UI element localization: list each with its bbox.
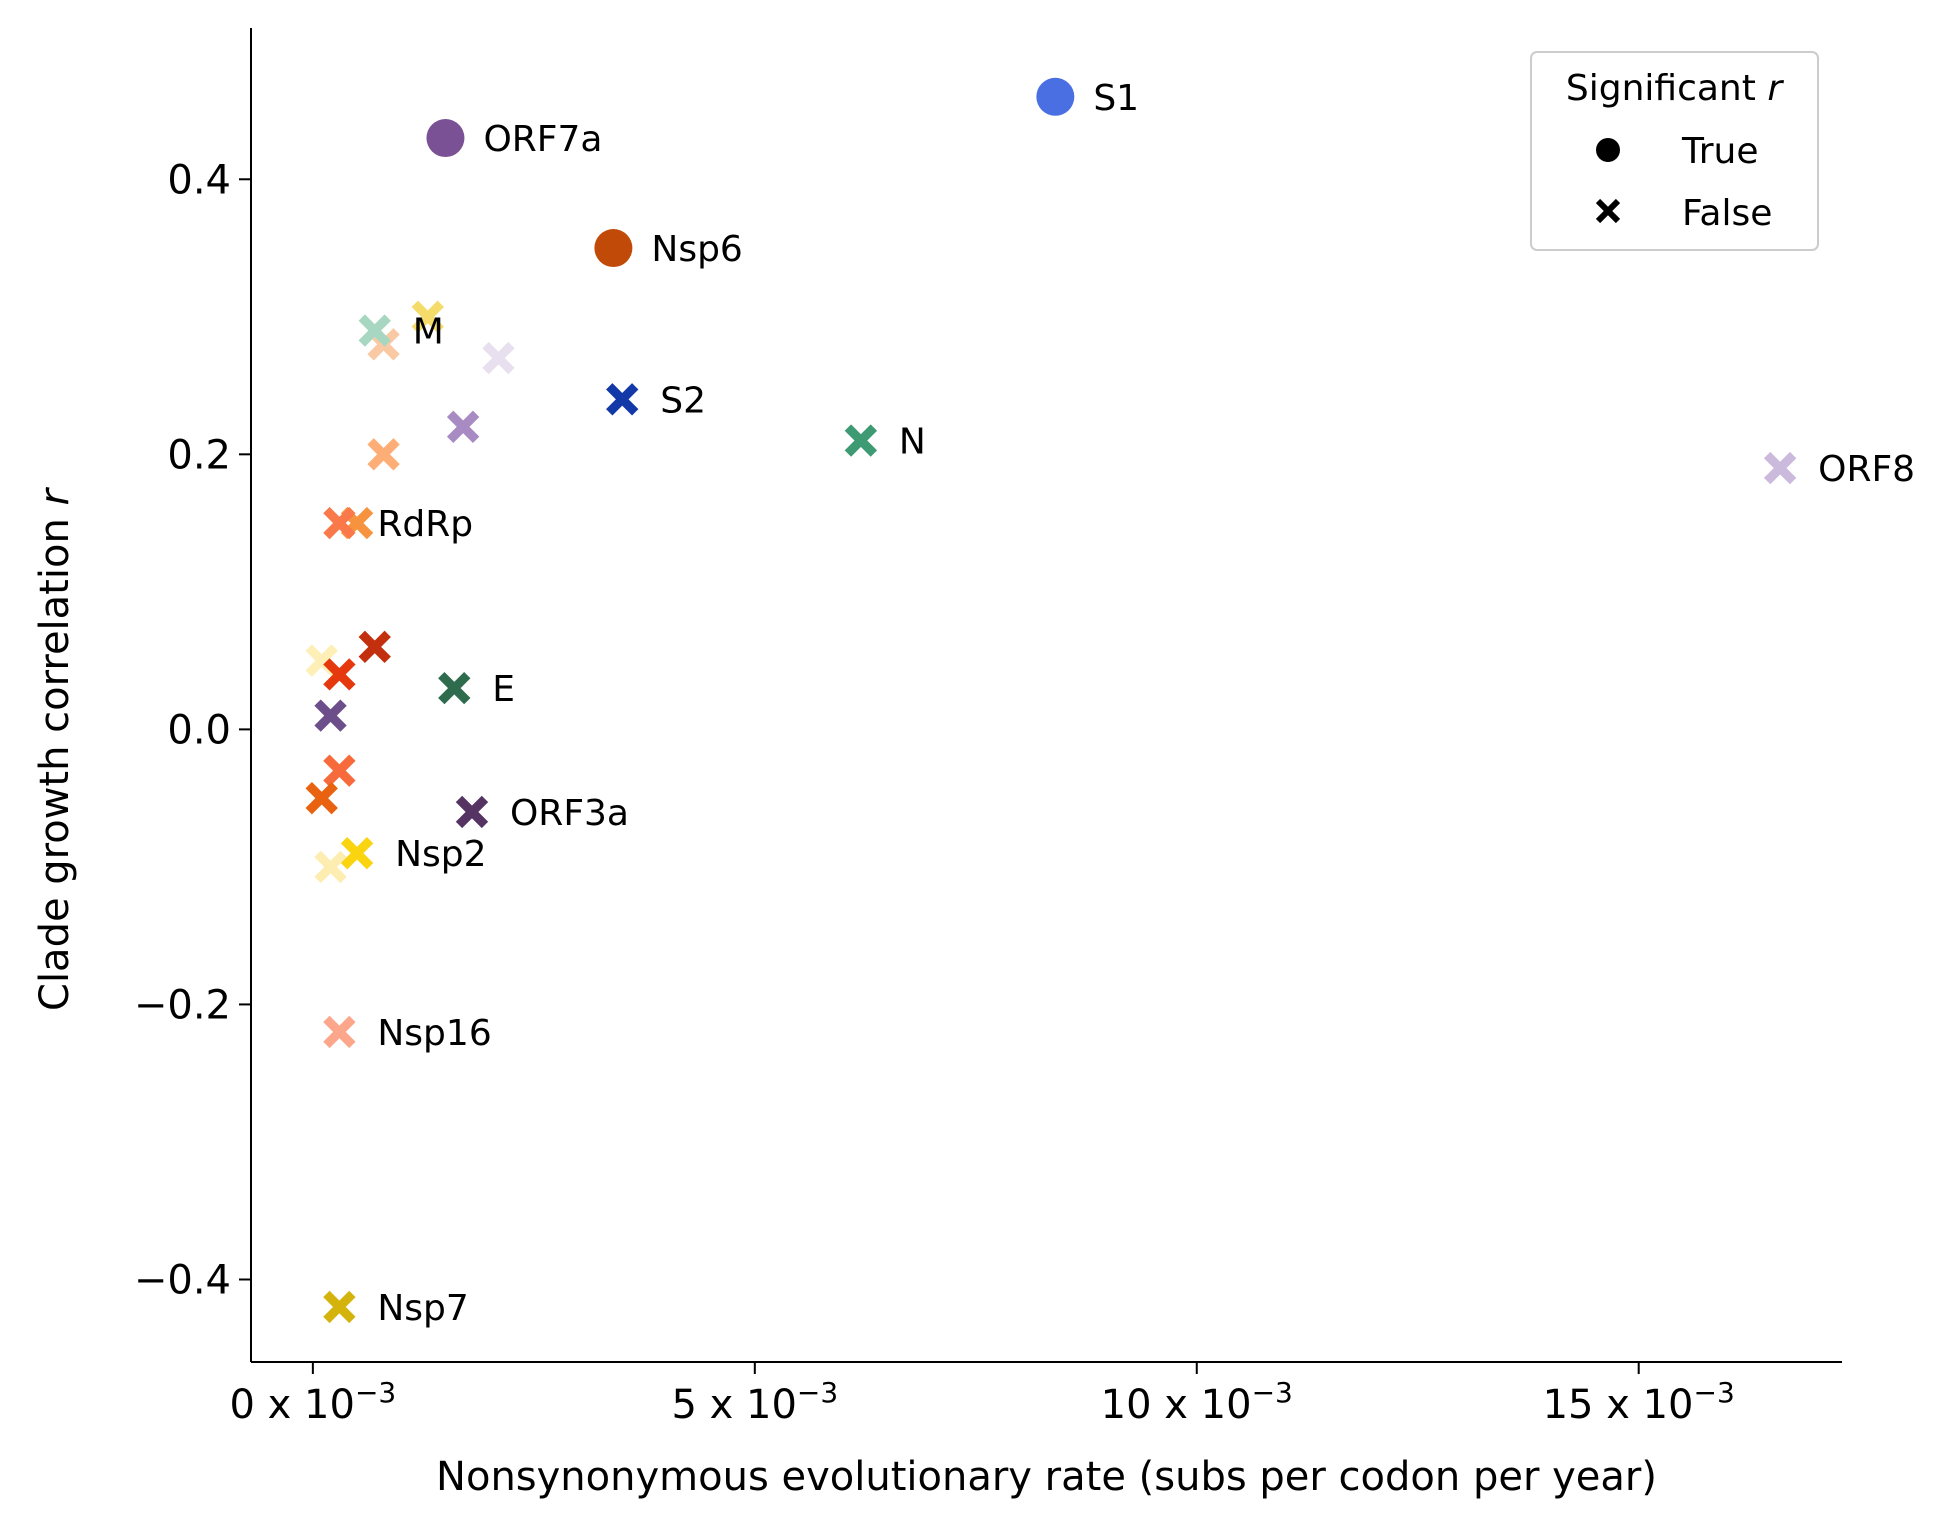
y-ticks: 0.4 0.2 0.0 −0.2 −0.4 <box>134 157 251 1303</box>
x-tick-label: 0 x 10−3 <box>230 1376 397 1428</box>
y-tick-label: 0.2 <box>167 432 231 478</box>
y-axis-title-italic: r <box>32 486 78 505</box>
point-label: S2 <box>660 380 706 421</box>
legend-title-italic: r <box>1767 68 1784 109</box>
data-point-circle <box>1036 77 1075 116</box>
x-tick-label-base: 10 x 10 <box>1101 1382 1252 1428</box>
x-tick-label-base: 15 x 10 <box>1543 1382 1694 1428</box>
data-point-circle <box>594 229 633 268</box>
legend-entry-true: True <box>1681 131 1758 172</box>
legend-circle-marker <box>1596 138 1620 162</box>
legend: Significant r True False <box>1530 51 1819 251</box>
legend-frame <box>1530 51 1819 251</box>
point-label: Nsp16 <box>377 1013 491 1054</box>
point-labels: S1 ORF7a Nsp6 M S2 N ORF8 RdRp E ORF3a Nsp2 Nsp16 Ns… <box>377 78 1915 1329</box>
data-point-x <box>305 781 338 815</box>
point-label: ORF8 <box>1818 449 1915 490</box>
x-axis-title: Nonsynonymous evolutionary rate (subs pe… <box>436 1454 1657 1500</box>
legend-title: Significant r <box>1566 68 1784 109</box>
y-tick-label: 0.0 <box>167 707 231 753</box>
y-tick-label: 0.4 <box>167 157 231 203</box>
x-tick-label: 10 x 10−3 <box>1101 1376 1293 1428</box>
x-tick-label-exponent: −3 <box>355 1376 396 1409</box>
point-label: S1 <box>1093 78 1139 119</box>
x-tick-label: 15 x 10−3 <box>1543 1376 1735 1428</box>
data-point-x <box>323 658 356 691</box>
x-ticks: 0 x 10−3 5 x 10−3 10 x 10−3 15 x 10−3 <box>230 1362 1735 1428</box>
point-label: M <box>413 312 444 353</box>
data-point-x <box>323 506 356 540</box>
data-point-x <box>606 383 639 416</box>
x-tick-label: 5 x 10−3 <box>671 1376 838 1428</box>
data-point-x <box>844 424 878 457</box>
data-point-x <box>323 754 356 787</box>
data-point-x <box>367 438 400 471</box>
point-label: Nsp7 <box>377 1288 468 1329</box>
data-point-x <box>314 699 347 732</box>
data-point-x <box>358 630 391 664</box>
point-label: RdRp <box>377 504 473 545</box>
data-point-x <box>446 410 480 444</box>
data-point-x <box>323 1290 356 1324</box>
x-tick-label-base: 5 x 10 <box>671 1382 796 1428</box>
data-point-x <box>438 671 471 705</box>
data-point-x <box>455 795 489 829</box>
data-point-x <box>340 836 374 870</box>
point-label: N <box>899 422 926 463</box>
y-tick-label: −0.2 <box>134 982 231 1028</box>
legend-title-main: Significant <box>1566 68 1767 109</box>
point-label: ORF7a <box>483 119 602 160</box>
data-point-x <box>358 314 391 347</box>
data-point-x <box>411 300 444 333</box>
legend-x-marker <box>1595 198 1621 224</box>
x-tick-label-exponent: −3 <box>1252 1376 1293 1409</box>
point-label: E <box>492 669 515 710</box>
legend-entry-false: False <box>1682 193 1772 234</box>
x-tick-label-base: 0 x 10 <box>230 1382 355 1428</box>
y-axis-title: Clade growth correlation r <box>32 486 78 1011</box>
point-label: ORF3a <box>510 793 629 834</box>
data-point-x <box>1763 451 1797 485</box>
x-tick-label-exponent: −3 <box>1694 1376 1735 1409</box>
data-point-x <box>314 850 347 884</box>
x-tick-label-exponent: −3 <box>797 1376 838 1409</box>
plot-area: 0.40.20.0−0.2−0.4 0 x 10−3 5 x 10−3 10 x 1… <box>134 28 1915 1428</box>
data-points <box>305 77 1797 1324</box>
data-point-circle <box>426 119 465 158</box>
data-point-x <box>323 1015 356 1049</box>
data-point-x <box>482 341 515 375</box>
point-label: Nsp2 <box>395 834 486 875</box>
y-axis-title-main: Clade growth correlation <box>32 505 78 1011</box>
point-label: Nsp6 <box>651 229 742 270</box>
y-tick-label: −0.4 <box>134 1257 231 1303</box>
